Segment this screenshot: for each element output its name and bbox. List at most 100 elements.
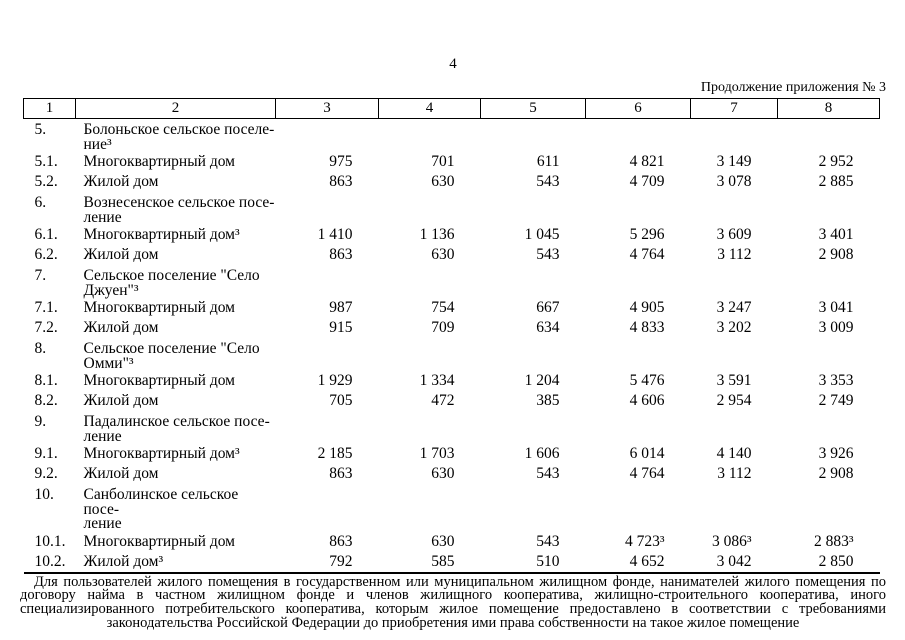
value-col-4: 630	[431, 173, 455, 190]
value-col-6	[586, 484, 691, 532]
value-col-3: 2 185	[317, 445, 353, 462]
value-col-4: 630	[431, 246, 455, 263]
table-row: 9.1. Многоквартирный дом³ 2 185 1 703 1 606 6…	[24, 444, 880, 464]
value-col-5: 543	[536, 246, 560, 263]
row-name: Жилой дом	[83, 319, 159, 336]
table-row: 6.2. Жилой дом 863 630 543 4 764 3 112 2 908	[24, 245, 880, 265]
column-header: 2	[75, 98, 276, 119]
row-number: 10.	[34, 486, 54, 503]
value-col-6: 6 014	[629, 445, 665, 462]
value-col-8: 2 908	[818, 246, 854, 263]
table-row: 6. Вознесенское сельское посе- ление	[24, 192, 880, 225]
value-col-3	[276, 265, 379, 298]
row-name: Многоквартирный дом	[83, 153, 235, 170]
value-col-8	[778, 265, 880, 298]
value-col-5: 510	[536, 552, 560, 570]
value-col-3: 863	[329, 465, 353, 482]
value-col-3	[276, 119, 379, 153]
row-name: Жилой дом	[83, 392, 159, 409]
value-col-7	[691, 119, 778, 153]
table-row: 5.1. Многоквартирный дом 975 701 611 4 821 3 1…	[24, 152, 880, 172]
row-number: 10.2.	[34, 552, 66, 570]
column-header: 5	[480, 98, 586, 119]
row-number: 6.1.	[34, 226, 58, 243]
value-col-8: 2 883³	[813, 532, 854, 550]
value-col-4	[379, 119, 481, 153]
value-col-5: 543	[536, 465, 560, 482]
value-col-3: 863	[329, 532, 353, 550]
row-name: Многоквартирный дом	[83, 532, 235, 550]
value-col-4	[379, 192, 481, 225]
column-header: 6	[585, 98, 691, 119]
table-row: 5.2. Жилой дом 863 630 543 4 709 3 078 2 885	[24, 172, 880, 192]
value-col-7: 2 954	[716, 392, 752, 409]
value-col-8: 2 908	[818, 465, 854, 482]
value-col-8: 3 009	[818, 319, 854, 336]
value-col-7	[691, 265, 778, 298]
row-name: Многоквартирный дом	[83, 299, 235, 316]
value-col-3: 915	[329, 319, 353, 336]
row-name: Падалинское сельское посе- ление	[83, 413, 270, 445]
value-col-7: 4 140	[716, 445, 752, 462]
value-col-6: 4 709	[629, 173, 665, 190]
value-col-8	[778, 484, 880, 532]
value-col-4	[379, 484, 481, 532]
value-col-7: 3 042	[716, 552, 752, 570]
value-col-6: 4 652	[629, 552, 665, 570]
value-col-8	[778, 119, 880, 153]
value-col-8	[778, 192, 880, 225]
row-name: Многоквартирный дом	[83, 372, 235, 389]
value-col-5	[481, 119, 586, 153]
row-number: 7.2.	[34, 319, 58, 336]
value-col-7	[691, 338, 778, 371]
value-col-3	[276, 484, 379, 532]
row-name: Вознесенское сельское посе- ление	[83, 194, 275, 226]
row-number: 9.	[34, 413, 47, 430]
value-col-4: 472	[431, 392, 455, 409]
value-col-6: 4 821	[629, 153, 665, 170]
row-name: Сельское поселение "Село Омми"³	[83, 340, 260, 372]
value-col-8: 3 926	[818, 445, 854, 462]
value-col-8: 2 749	[818, 392, 854, 409]
value-col-8	[778, 411, 880, 444]
value-col-6	[586, 265, 691, 298]
row-number: 9.1.	[34, 445, 58, 462]
value-col-3: 863	[329, 246, 353, 263]
row-name: Жилой дом	[83, 173, 159, 190]
value-col-7: 3 247	[716, 299, 752, 316]
value-col-4: 701	[431, 153, 455, 170]
table-row: 10. Санболинское сельское посе- ление	[24, 484, 880, 532]
table-row: 10.1. Многоквартирный дом 863 630 543 4 723³ 3…	[24, 532, 880, 552]
value-col-3	[276, 338, 379, 371]
value-col-6	[586, 119, 691, 153]
value-col-4	[379, 265, 481, 298]
value-col-8: 3 041	[818, 299, 854, 316]
value-col-5	[481, 192, 586, 225]
row-number: 6.2.	[34, 246, 58, 263]
value-col-4: 630	[431, 532, 455, 550]
value-col-8: 3 353	[818, 372, 854, 389]
value-col-4: 754	[431, 299, 455, 316]
appendix-table: 1 2 3 4 5 6 7 8 5. Болоньское сельское по…	[23, 98, 880, 574]
value-col-6: 4 606	[629, 392, 665, 409]
value-col-5: 385	[536, 392, 560, 409]
value-col-4: 1 703	[419, 445, 455, 462]
value-col-7: 3 086³	[711, 532, 752, 550]
value-col-7	[691, 411, 778, 444]
value-col-5	[481, 411, 586, 444]
value-col-8: 2 885	[818, 173, 854, 190]
row-name: Болоньское сельское поселе- ние³	[83, 121, 275, 153]
row-number: 5.2.	[34, 173, 58, 190]
row-number: 5.1.	[34, 153, 58, 170]
value-col-3: 1 929	[317, 372, 353, 389]
footnote-text: Для пользователей жилого помещения в гос…	[20, 573, 886, 632]
row-number: 8.2.	[34, 392, 58, 409]
row-name: Сельское поселение "Село Джуен"³	[83, 267, 260, 299]
value-col-7: 3 149	[716, 153, 752, 170]
value-col-8	[778, 338, 880, 371]
page-number: 4	[449, 56, 457, 72]
row-number: 8.1.	[34, 372, 58, 389]
table-header-row: 1 2 3 4 5 6 7 8	[23, 98, 880, 119]
column-header: 8	[777, 98, 880, 119]
value-col-5: 543	[536, 532, 560, 550]
